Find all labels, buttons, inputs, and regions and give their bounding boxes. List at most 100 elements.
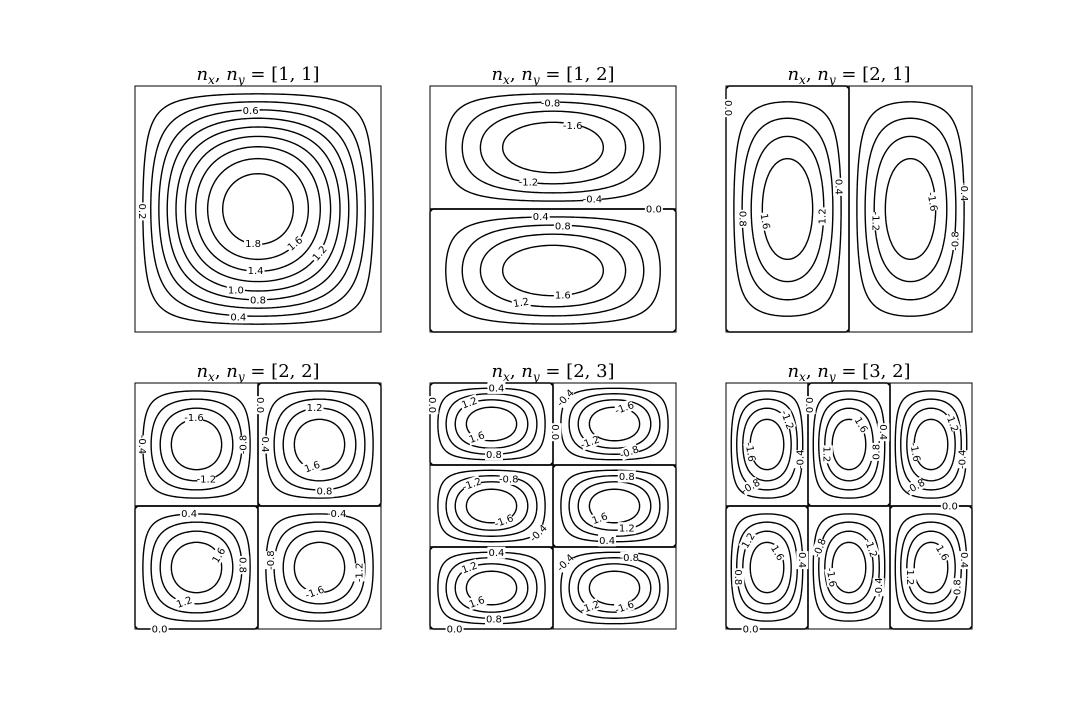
contour-label: -1.2 [870, 212, 881, 232]
contour-label-bg [907, 441, 923, 462]
panel-title: nx, ny = [2, 3] [491, 361, 614, 384]
contour-label-bg [722, 99, 735, 118]
contour-label: 1.6 [758, 213, 772, 231]
contour-label: 0.2 [136, 204, 147, 220]
contour-label: -0.4 [136, 435, 147, 455]
contour-label-bg [458, 393, 480, 412]
contour-level [159, 110, 357, 308]
contour-label: -0.8 [620, 553, 640, 564]
contour-label: 0.0 [447, 625, 463, 636]
contour-label-bg [940, 500, 959, 512]
contour-level [857, 102, 964, 316]
contour-label-bg [493, 512, 515, 530]
contour-label-bg [824, 567, 840, 588]
contour-lines [726, 86, 964, 332]
contour-level [151, 102, 365, 316]
contour-label-bg [741, 623, 760, 635]
contour-label: 1.6 [468, 595, 487, 611]
contour-label: -1.6 [925, 191, 939, 212]
contour-label: 0.0 [942, 502, 958, 513]
contour-label: 0.4 [796, 552, 807, 568]
panel-title: nx, ny = [3, 2] [787, 361, 910, 384]
contour-label: 0.8 [486, 450, 502, 461]
contour-label-bg [803, 396, 816, 415]
contour-level [737, 399, 961, 613]
contour-label-bg [951, 578, 964, 597]
contour-label-bg [872, 578, 885, 597]
contour-label-bg [484, 613, 503, 626]
contour-label: 0.4 [599, 536, 615, 547]
contour-label-bg [815, 207, 828, 226]
contour-level [446, 394, 660, 618]
contour-label-bg [904, 568, 917, 587]
contour-label-bg [301, 457, 323, 476]
contour-label: 0.4 [230, 313, 246, 324]
contour-level [865, 118, 956, 299]
panel-5: nx, ny = [2, 3]0.40.0 1.21.60.8-0.4 -1.60.… [426, 361, 676, 636]
contour-label-bg [527, 522, 549, 544]
contour-label: 0.0 [426, 397, 437, 413]
contour-label: 1.2 [307, 403, 323, 414]
contour-label-bg [445, 623, 464, 635]
contour-label-bg [264, 551, 277, 570]
contour-label-bg [150, 623, 169, 635]
contour-label-bg [305, 401, 324, 414]
contour-label-bg [487, 546, 506, 559]
contour-label-bg [541, 97, 560, 110]
contour-label: 0.0 [646, 205, 662, 216]
contour-label-bg [877, 423, 890, 442]
contour-label-bg [249, 294, 267, 307]
contour-label-bg [732, 568, 745, 587]
contour-label-bg [136, 435, 149, 454]
contour-label: 0.0 [254, 397, 265, 413]
contour-label: 0.4 [488, 548, 504, 559]
contour-label: 1.6 [303, 460, 322, 476]
contour-label: -1.6 [614, 400, 636, 417]
contour-label: -0.8 [950, 231, 961, 251]
contour-level [143, 391, 373, 621]
panel-1: nx, ny = [1, 1]0.60.21.8 1.61.21.41.00.80… [135, 64, 381, 332]
contour-label-bg [499, 472, 518, 485]
panel-2: nx, ny = [1, 2] -0.8-1.6 -1.2 -0.4 0.0 0.4 0.8… [430, 64, 676, 332]
contour-label-bg [618, 443, 640, 461]
contour-label: -0.8 [239, 435, 250, 455]
contour-label: -1.2 [197, 474, 217, 485]
contour-label-bg [180, 507, 199, 520]
contour-label: 0.8 [732, 569, 743, 585]
contour-level [462, 102, 643, 193]
contour-label-bg [466, 428, 488, 446]
contour-label-bg [549, 423, 562, 442]
contour-label: -1.6 [184, 413, 204, 424]
contour-label: -0.8 [499, 474, 519, 485]
contour-level [874, 136, 947, 281]
contour-label: -1.6 [907, 441, 921, 462]
contour-label-bg [820, 445, 833, 464]
contour-label: 0.8 [237, 557, 248, 573]
contour-label: 0.8 [619, 472, 635, 483]
contour-label-bg [925, 191, 941, 212]
contour-label-bg [778, 409, 797, 431]
contour-level [167, 118, 349, 300]
contour-label-bg [738, 529, 758, 552]
axes-frame [725, 85, 973, 333]
contour-label-bg [617, 470, 636, 483]
contour-level [462, 225, 643, 316]
contour-label-bg [304, 583, 326, 601]
contour-label-bg [352, 563, 365, 582]
contour-label: 1.6 [591, 511, 610, 527]
contour-label: 0.8 [250, 296, 266, 307]
contour-label-bg [461, 475, 483, 493]
contour-label-bg [851, 414, 871, 436]
contour-label: 1.6 [555, 291, 571, 302]
contour-label-bg [948, 231, 961, 250]
contour-lines [726, 383, 972, 629]
contour-label-bg [458, 558, 480, 577]
contour-label-bg [554, 387, 576, 409]
contour-label-bg [484, 448, 503, 461]
contour-level [223, 174, 294, 245]
panel-4: nx, ny = [2, 2] 0.0 -1.6 -0.4 -0.8 -1.2 1.2 0.4… [135, 361, 381, 636]
contour-lines [430, 383, 676, 629]
contour-label: -0.4 [583, 195, 603, 206]
contour-level [885, 159, 935, 260]
contour-level [455, 400, 651, 612]
